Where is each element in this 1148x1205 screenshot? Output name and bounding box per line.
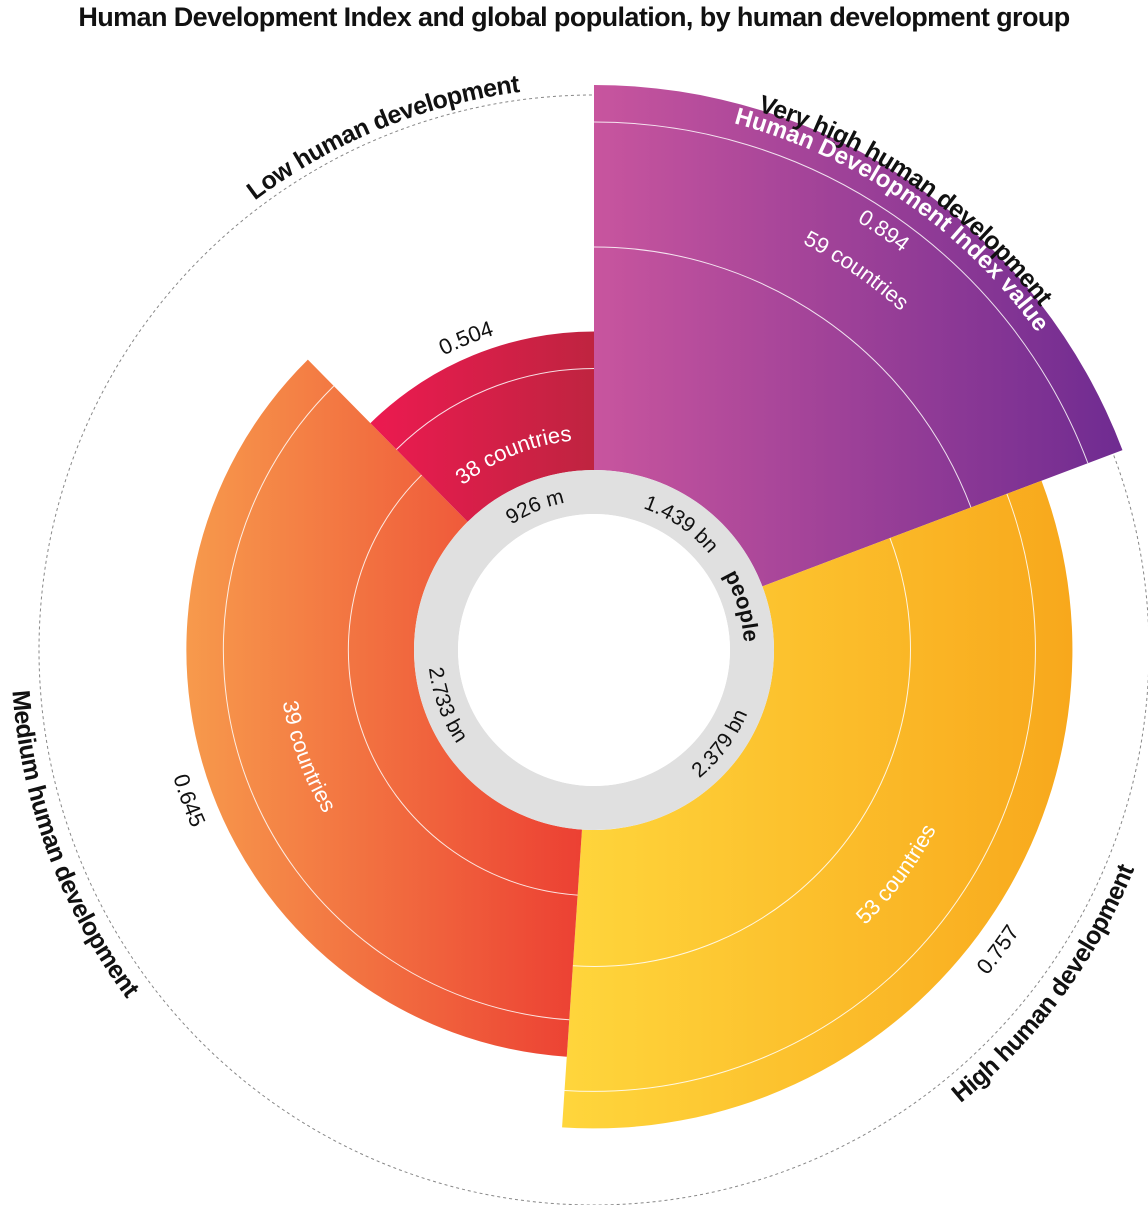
wedge-guide-arc bbox=[593, 121, 1089, 464]
chart-title: Human Development Index and global popul… bbox=[78, 2, 1070, 32]
wedge-very-high-human-development bbox=[594, 84, 1123, 587]
wedge-guide-arc bbox=[222, 385, 570, 1021]
wedges bbox=[186, 84, 1123, 1129]
group-label-low-human-development: Low human development bbox=[242, 70, 522, 205]
wedge-guide-arc bbox=[347, 474, 578, 896]
wedge-guide-arc bbox=[593, 246, 972, 508]
wedge-low-human-development bbox=[370, 331, 594, 522]
wedge-high-human-development bbox=[562, 480, 1073, 1129]
population-ring bbox=[414, 470, 774, 830]
wedge-guide-arc bbox=[564, 493, 1036, 1092]
wedge-guide-arc bbox=[572, 537, 911, 967]
population-ring-band bbox=[414, 470, 774, 830]
wedge-guide-arc bbox=[396, 367, 595, 450]
group-label-medium-human-development: Medium human development bbox=[6, 689, 145, 1003]
center-hole bbox=[458, 514, 730, 786]
wedge-medium-human-development bbox=[186, 359, 582, 1057]
hdi-value-medium-human-development: 0.645 bbox=[168, 771, 210, 831]
